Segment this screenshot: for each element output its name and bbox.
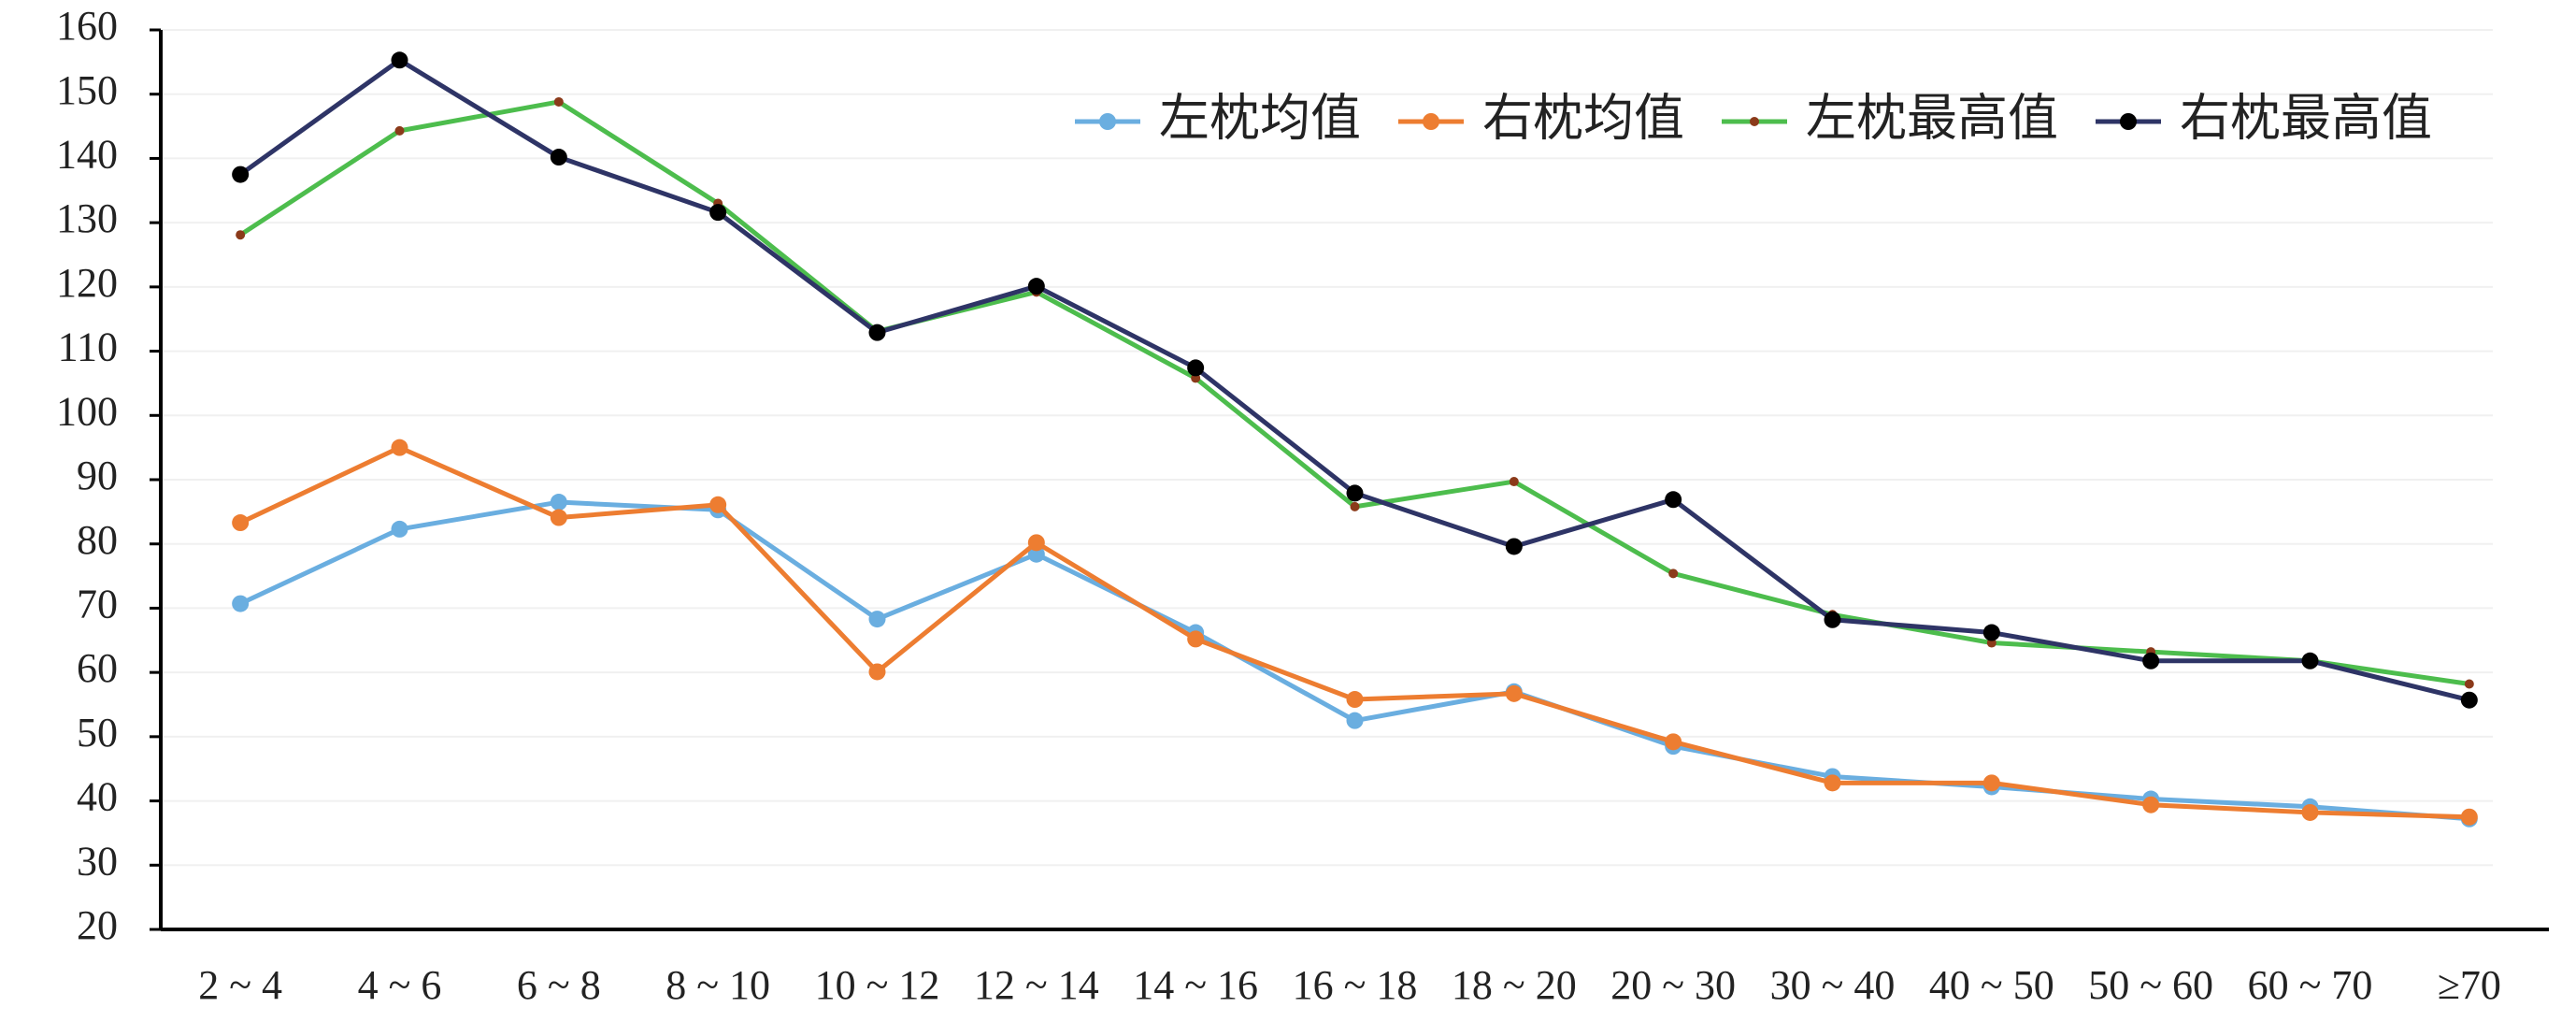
point (1665, 733, 1682, 751)
x-tick-label: 30 ~ 40 (1770, 962, 1896, 1008)
point (236, 230, 246, 240)
point (550, 149, 567, 166)
x-tick-label: 60 ~ 70 (2248, 962, 2373, 1008)
point (550, 494, 567, 511)
series-line (238, 57, 2470, 703)
legend-label: 左枕均值 (1159, 89, 1361, 148)
point (1505, 684, 1523, 702)
point (391, 520, 408, 538)
point (1824, 611, 1841, 628)
legend-label: 右枕最高值 (2180, 89, 2432, 148)
series-line (239, 499, 2470, 822)
point (2460, 691, 2478, 709)
point (1027, 278, 1045, 295)
y-tick-label: 40 (77, 774, 118, 820)
point (1346, 484, 1364, 502)
y-tick-label: 80 (77, 517, 118, 563)
y-tick-label: 120 (56, 260, 118, 306)
y-tick-label: 160 (56, 3, 118, 49)
point (553, 96, 564, 107)
y-tick-label: 140 (56, 132, 118, 178)
point (709, 204, 727, 222)
y-tick-label: 110 (58, 324, 118, 370)
point (232, 166, 250, 183)
point (391, 51, 408, 69)
legend-marker (1750, 117, 1759, 126)
point (232, 514, 250, 532)
point (2460, 808, 2478, 826)
series-line (238, 99, 2470, 686)
y-tick-label: 90 (77, 453, 118, 498)
x-tick-label: 4 ~ 6 (358, 962, 442, 1008)
y-tick-label: 60 (77, 645, 118, 691)
x-tick-label: 14 ~ 16 (1133, 962, 1258, 1008)
y-tick-label: 130 (56, 195, 118, 241)
point (1824, 774, 1841, 792)
point (868, 611, 886, 628)
point (2464, 679, 2474, 689)
point (232, 595, 250, 612)
x-tick-label: 8 ~ 10 (665, 962, 770, 1008)
y-tick-label: 150 (56, 67, 118, 113)
x-tick-label: 2 ~ 4 (198, 962, 282, 1008)
point (1027, 534, 1045, 552)
point (394, 125, 405, 136)
x-tick-label: ≥70 (2438, 962, 2501, 1008)
point (1346, 691, 1364, 709)
point (2301, 803, 2319, 821)
y-tick-label: 30 (77, 838, 118, 884)
point (1665, 491, 1682, 509)
legend-marker (1423, 113, 1439, 130)
point (1027, 545, 1045, 563)
point (1346, 712, 1364, 729)
y-tick-label: 20 (77, 902, 118, 948)
point (1668, 569, 1679, 579)
point (1509, 477, 1519, 487)
point (1982, 774, 2000, 792)
point (2142, 652, 2160, 669)
x-tick-label: 40 ~ 50 (1929, 962, 2054, 1008)
point (2301, 652, 2319, 669)
point (709, 496, 727, 513)
point (1982, 624, 2000, 641)
point (868, 663, 886, 681)
legend-marker (2120, 113, 2137, 130)
x-tick-label: 10 ~ 12 (815, 962, 940, 1008)
point (1350, 501, 1360, 511)
point (2142, 796, 2160, 813)
y-tick-label: 70 (77, 582, 118, 627)
x-tick-label: 50 ~ 60 (2088, 962, 2213, 1008)
x-tick-label: 18 ~ 20 (1452, 962, 1577, 1008)
x-tick-label: 16 ~ 18 (1293, 962, 1418, 1008)
x-tick-label: 12 ~ 14 (974, 962, 1099, 1008)
y-tick-label: 100 (56, 388, 118, 434)
x-tick-label: 20 ~ 30 (1610, 962, 1736, 1008)
point (1187, 359, 1205, 377)
legend-label: 右枕均值 (1482, 89, 1684, 148)
point (391, 439, 408, 456)
point (868, 324, 886, 341)
y-tick-label: 50 (77, 710, 118, 756)
point (550, 509, 567, 526)
x-tick-label: 6 ~ 8 (517, 962, 601, 1008)
point (1187, 630, 1205, 648)
legend-label: 左枕最高值 (1806, 89, 2058, 148)
point (1505, 538, 1523, 555)
legend: 左枕均值 右枕均值 左枕最高值 右枕最高值 (1075, 89, 2432, 148)
legend-marker (1099, 113, 1116, 130)
